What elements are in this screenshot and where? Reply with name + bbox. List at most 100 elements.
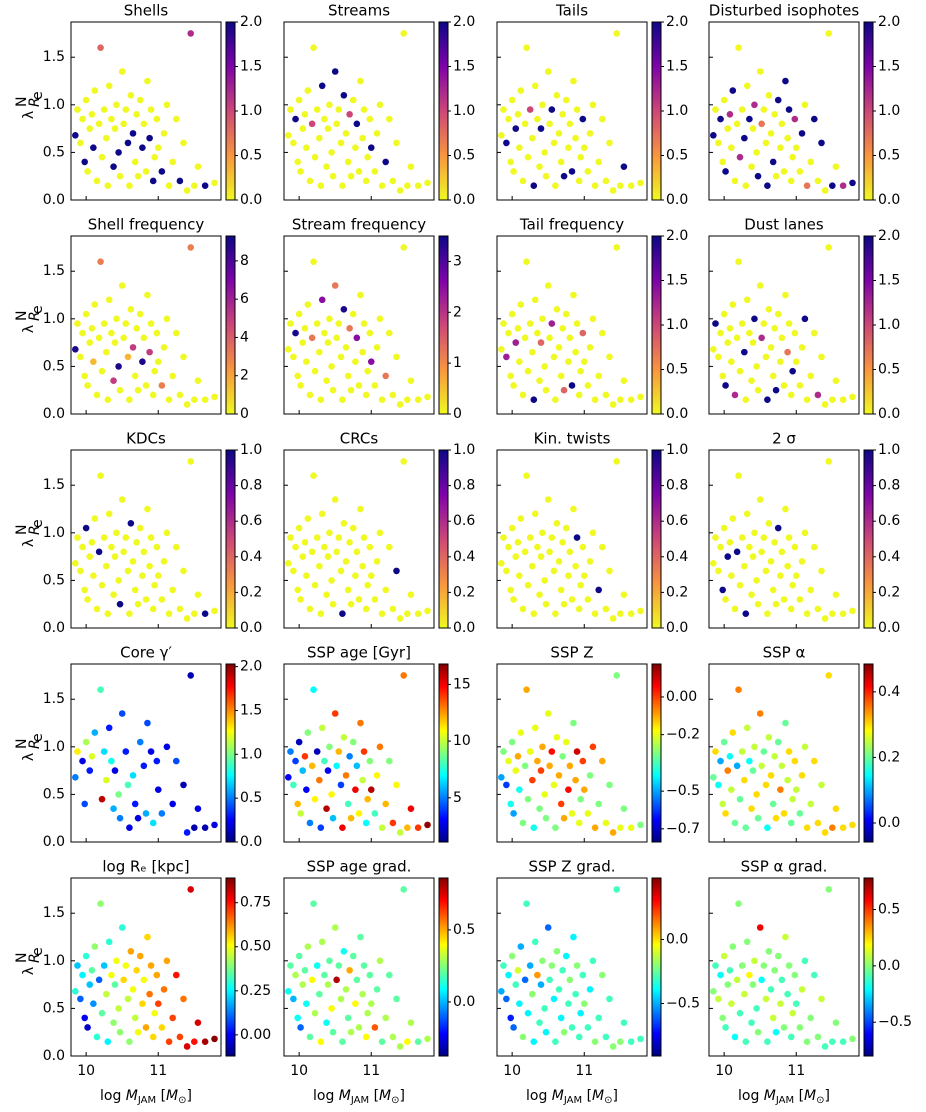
point: [191, 396, 198, 404]
point: [517, 943, 525, 950]
point: [735, 686, 742, 694]
point: [333, 120, 340, 128]
point: [753, 149, 760, 156]
point: [731, 1033, 739, 1041]
point: [180, 353, 187, 361]
point: [617, 396, 624, 404]
point: [306, 605, 314, 613]
point: [303, 358, 310, 365]
colorbar-tick-label: 0.4: [666, 549, 688, 565]
point: [743, 724, 751, 732]
point: [552, 1038, 559, 1046]
point: [514, 539, 522, 546]
point: [717, 757, 724, 765]
point: [158, 810, 166, 817]
point: [98, 581, 106, 589]
point: [778, 334, 786, 342]
point: [385, 115, 393, 123]
point: [796, 596, 804, 603]
point: [821, 401, 829, 408]
plot-frame: [708, 449, 860, 629]
colorbar-tick-label: 1.5: [666, 273, 688, 289]
point: [133, 111, 140, 118]
point: [301, 325, 309, 332]
point: [120, 548, 127, 556]
point: [371, 810, 379, 817]
y-label-sub: R: [27, 739, 43, 749]
panel-title: Dust lanes: [744, 216, 824, 234]
point: [726, 967, 734, 974]
colorbar-tick-label: 0.5: [878, 148, 900, 164]
point: [136, 524, 144, 532]
point: [84, 382, 91, 389]
point: [339, 824, 346, 832]
point: [299, 981, 307, 988]
colorbar-tick-label: 0.4: [878, 684, 900, 700]
point: [306, 177, 314, 185]
colorbar-tick-label: 0.8: [453, 478, 475, 494]
point: [620, 377, 628, 384]
point: [297, 1024, 304, 1031]
point: [778, 762, 786, 770]
point: [154, 572, 162, 579]
plot-frame: [283, 877, 435, 1057]
point: [328, 149, 335, 156]
point: [376, 315, 384, 323]
point: [294, 158, 302, 166]
point: [352, 572, 359, 579]
point: [323, 805, 330, 812]
point: [129, 558, 137, 565]
point: [140, 334, 148, 342]
point: [187, 244, 195, 251]
point: [201, 824, 209, 832]
point: [575, 177, 583, 185]
point: [565, 786, 572, 793]
point: [519, 819, 527, 827]
point: [595, 800, 602, 808]
plot-frame: [70, 663, 222, 843]
point: [771, 753, 778, 760]
point: [541, 791, 548, 798]
point: [791, 757, 799, 765]
point: [742, 182, 750, 190]
point: [364, 795, 371, 803]
point: [832, 163, 840, 170]
y-tick-label: 1.0: [43, 739, 65, 755]
point: [163, 743, 171, 751]
point: [523, 258, 530, 266]
point: [849, 607, 856, 615]
panel-title: SSP age [Gyr]: [307, 644, 411, 662]
point: [771, 967, 778, 974]
point: [774, 738, 782, 746]
point: [539, 101, 546, 109]
point: [715, 995, 722, 1003]
y-label-subsub: e: [30, 947, 46, 956]
point: [211, 607, 218, 615]
point: [339, 396, 346, 404]
point: [591, 610, 599, 618]
point: [110, 377, 117, 384]
panel-title: Shell frequency: [88, 216, 205, 234]
point: [287, 106, 294, 113]
point: [176, 391, 184, 399]
colorbar-tick-label: 0.0: [453, 192, 475, 208]
point: [777, 358, 784, 365]
point: [294, 586, 302, 594]
point: [754, 814, 762, 822]
point: [586, 344, 594, 351]
colorbar: [863, 877, 874, 1057]
point: [746, 543, 753, 551]
point: [780, 596, 788, 603]
point: [308, 762, 316, 770]
point: [346, 111, 353, 118]
point: [825, 30, 833, 37]
point: [796, 810, 804, 817]
point: [140, 762, 148, 770]
point: [568, 382, 576, 389]
point: [131, 372, 139, 380]
point: [792, 786, 800, 793]
point: [584, 168, 592, 175]
point: [373, 130, 381, 137]
point: [542, 814, 550, 822]
point: [742, 396, 750, 404]
